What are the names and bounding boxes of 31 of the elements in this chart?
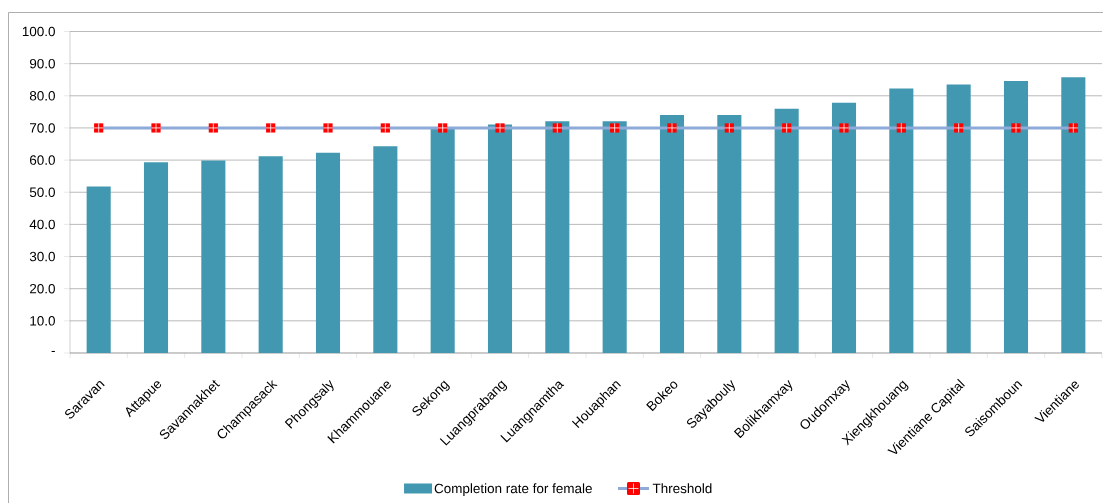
y-tick-label: 40.0: [29, 219, 55, 230]
bar: [545, 121, 570, 353]
y-tick-label: 60.0: [30, 155, 55, 165]
bar: [602, 121, 627, 353]
bar: [373, 146, 398, 353]
bar: [143, 162, 169, 353]
legend-label: Threshold: [652, 483, 712, 494]
bar: [889, 88, 914, 353]
legend-label: Completion rate for female: [434, 483, 592, 496]
bar: [1003, 81, 1029, 353]
bar: [1061, 77, 1086, 353]
y-tick-label: 80.0: [29, 91, 55, 101]
bar: [774, 108, 799, 353]
y-tick-label: -: [51, 350, 55, 352]
bar: [487, 124, 513, 353]
bar: [659, 115, 685, 353]
y-tick-label: 10.0: [30, 316, 55, 326]
bar: [86, 186, 111, 353]
bar: [430, 128, 455, 353]
y-tick-label: 30.0: [29, 251, 55, 262]
y-tick-label: 50.0: [29, 187, 55, 197]
bar: [315, 152, 341, 353]
bar: [258, 156, 283, 353]
y-tick-label: 90.0: [29, 58, 55, 69]
bar: [201, 160, 226, 353]
bar: [831, 102, 857, 353]
bar: [946, 84, 971, 353]
y-tick-label: 20.0: [29, 283, 55, 294]
y-tick-label: 70.0: [30, 123, 55, 133]
y-tick-label: 100.0: [22, 26, 55, 37]
bar: [717, 115, 742, 353]
